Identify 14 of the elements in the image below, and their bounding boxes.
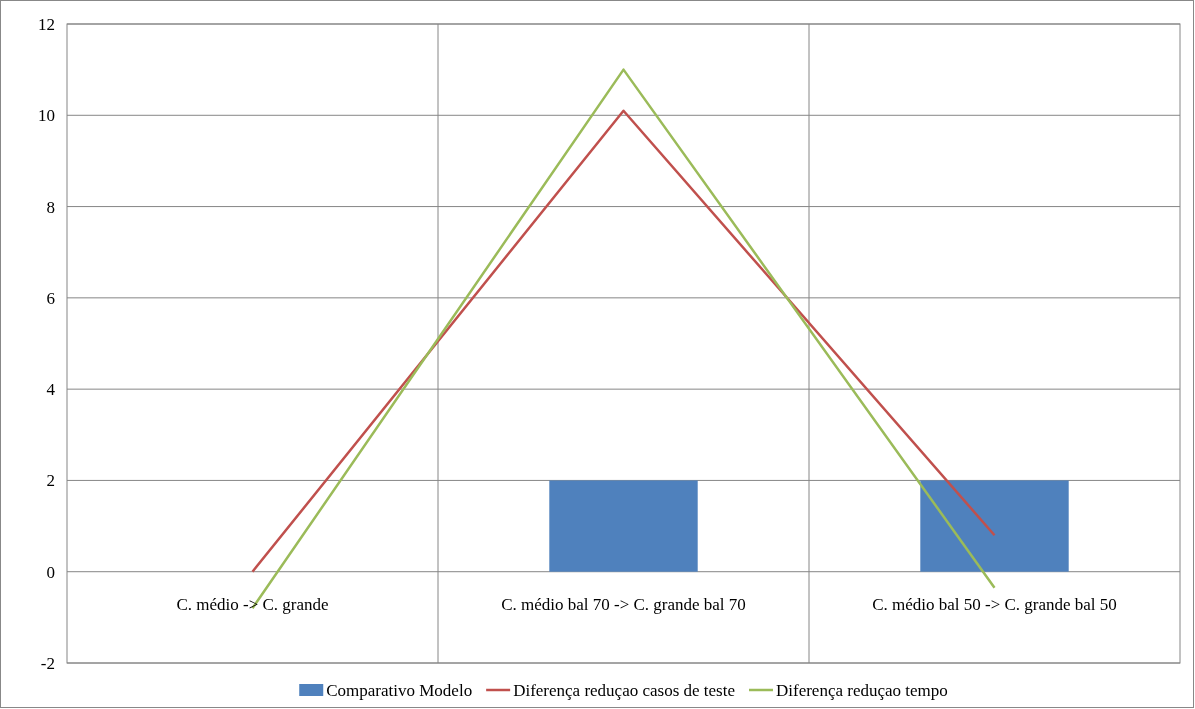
legend-label: Diferença reduçao tempo (775, 681, 948, 700)
y-tick-label: 12 (38, 14, 55, 34)
y-tick-label: -2 (40, 653, 55, 673)
legend-label: Diferença reduçao casos de teste (513, 681, 735, 700)
y-tick-label: 2 (46, 471, 55, 491)
y-tick-label: 0 (46, 562, 55, 582)
y-tick-label: 8 (46, 197, 55, 217)
x-tick-label: C. médio bal 50 -> C. grande bal 50 (872, 594, 1117, 614)
y-tick-label: 10 (38, 106, 55, 126)
y-tick-label: 4 (46, 380, 56, 400)
x-tick-label: C. médio bal 70 -> C. grande bal 70 (501, 594, 746, 614)
y-tick-label: 6 (46, 288, 55, 308)
legend-label: Comparativo Modelo (326, 681, 473, 700)
x-tick-label: C. médio -> C. grande (176, 594, 329, 614)
